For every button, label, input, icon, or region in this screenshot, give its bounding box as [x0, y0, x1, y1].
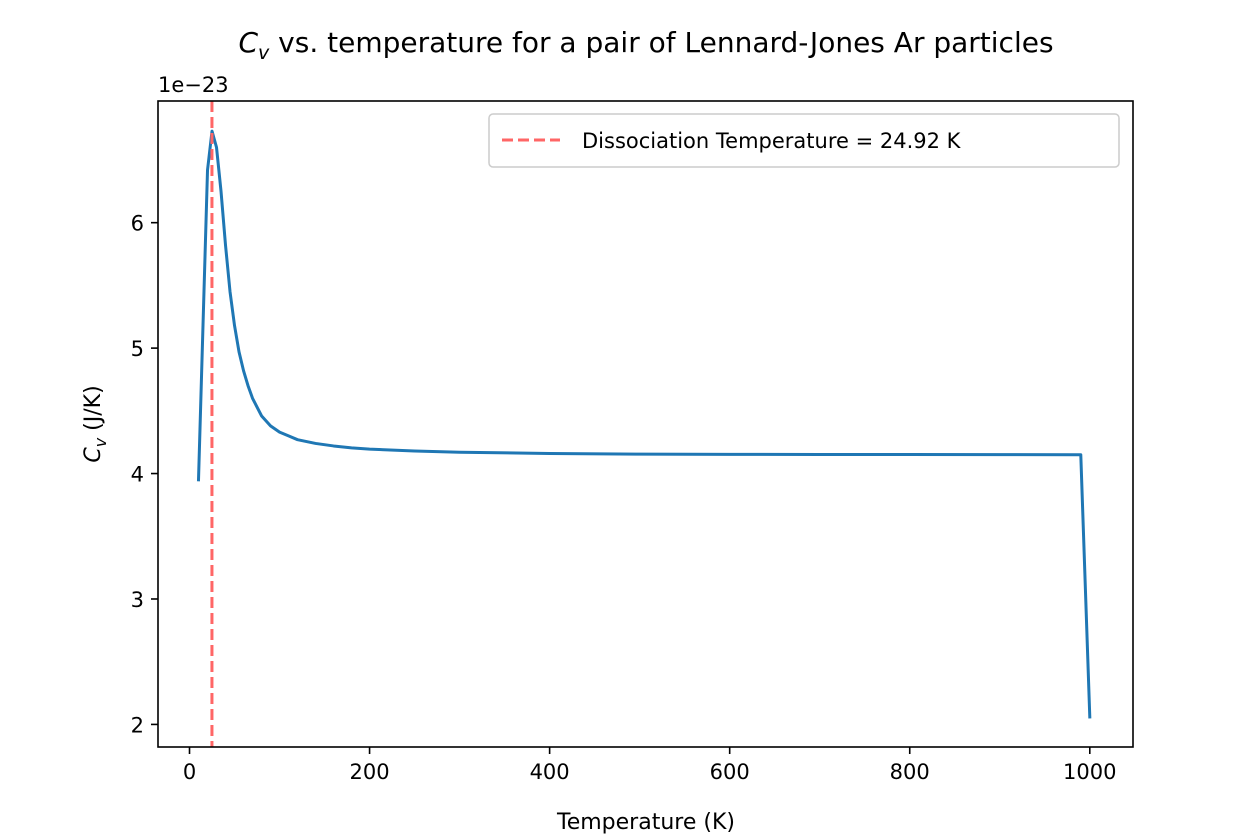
y-offset-label: 1e−23 — [158, 73, 229, 97]
x-tick-label: 800 — [890, 760, 930, 784]
x-tick-label: 1000 — [1063, 760, 1116, 784]
cv-series-line — [196, 129, 1092, 719]
y-tick-label: 6 — [131, 212, 144, 236]
y-tick-label: 2 — [131, 713, 144, 737]
axes-frame — [157, 100, 1134, 748]
y-axis: 2 3 4 5 6 — [131, 212, 158, 737]
x-tick-label: 200 — [350, 760, 390, 784]
legend-entry-dissociation-temperature: Dissociation Temperature = 24.92 K — [582, 129, 962, 153]
y-tick-label: 3 — [131, 588, 144, 612]
chart-title: Cv vs. temperature for a pair of Lennard… — [238, 26, 1053, 64]
legend: Dissociation Temperature = 24.92 K — [488, 113, 1120, 168]
y-tick-label: 4 — [131, 463, 144, 487]
x-tick-label: 400 — [530, 760, 570, 784]
x-axis: 0 200 400 600 800 1000 — [183, 747, 1117, 784]
y-axis-label: Cv (J/K) — [81, 385, 110, 462]
x-tick-label: 0 — [183, 760, 196, 784]
x-axis-label: Temperature (K) — [556, 810, 735, 835]
plot-area — [196, 101, 1092, 747]
x-tick-label: 600 — [710, 760, 750, 784]
y-tick-label: 5 — [131, 337, 144, 361]
legend-box — [488, 113, 1120, 168]
